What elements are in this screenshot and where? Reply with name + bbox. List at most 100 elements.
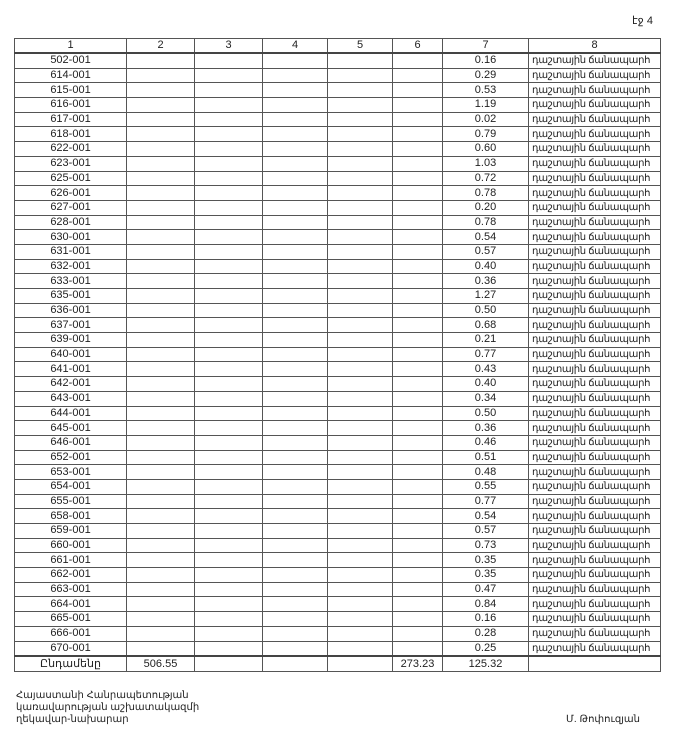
cell-area: 0.48	[442, 464, 529, 480]
cell-code: 655-001	[14, 493, 127, 510]
empty-cell	[126, 552, 195, 569]
empty-cell	[392, 82, 443, 99]
empty-cell	[327, 625, 393, 642]
table-row: 652-001 0.51 դաշտային ճանապարհ	[14, 449, 661, 466]
empty-cell	[262, 111, 328, 128]
cell-purpose: դաշտային ճանապարհ	[528, 199, 661, 216]
cell-area: 0.50	[442, 405, 529, 422]
empty-cell	[194, 317, 263, 334]
empty-cell	[126, 332, 195, 348]
empty-cell	[262, 434, 328, 451]
land-table: 1 2 3 4 5 6 7 8 502-001 0.16 դաշտային ճանա…	[14, 38, 661, 672]
empty-cell	[327, 420, 393, 436]
page-number: էջ 4	[632, 15, 653, 27]
cell-code: 670-001	[14, 640, 127, 657]
col-header: 4	[262, 38, 328, 54]
table-row: 626-001 0.78 դաշտային ճանապարհ	[14, 185, 661, 201]
cell-purpose: դաշտային ճանապարհ	[528, 317, 661, 334]
empty-cell	[126, 625, 195, 642]
cell-purpose: դաշտային ճանապարհ	[528, 523, 661, 539]
col-header: 5	[327, 38, 393, 54]
empty-cell	[392, 170, 443, 187]
cell-purpose: դաշտային ճանապարհ	[528, 302, 661, 319]
table-row: 639-001 0.21 դաշտային ճանապարհ	[14, 332, 661, 348]
cell-purpose: դաշտային ճանապարհ	[528, 214, 661, 231]
empty-cell	[392, 611, 443, 627]
empty-cell	[262, 464, 328, 480]
empty-cell	[194, 141, 263, 157]
cell-area: 0.72	[442, 170, 529, 187]
empty-cell	[126, 302, 195, 319]
cell-purpose: դաշտային ճանապարհ	[528, 170, 661, 187]
empty-cell	[392, 596, 443, 613]
table-row: 670-001 0.25 դաշտային ճանապարհ	[14, 640, 661, 657]
table-row: 654-001 0.55 դաշտային ճանապարհ	[14, 478, 661, 495]
cell-code: 636-001	[14, 302, 127, 319]
empty-cell	[126, 141, 195, 157]
empty-cell	[327, 493, 393, 510]
empty-cell	[194, 214, 263, 231]
cell-code: 617-001	[14, 111, 127, 128]
cell-purpose: դաշտային ճանապարհ	[528, 434, 661, 451]
empty-cell	[327, 288, 393, 304]
col-header: 2	[126, 38, 195, 54]
empty-cell	[392, 141, 443, 157]
cell-area: 0.51	[442, 449, 529, 466]
cell-code: 639-001	[14, 332, 127, 348]
empty-cell	[327, 141, 393, 157]
cell-area: 0.43	[442, 361, 529, 378]
cell-code: 627-001	[14, 199, 127, 216]
empty-cell	[194, 67, 263, 84]
empty-cell	[327, 67, 393, 84]
empty-cell	[327, 185, 393, 201]
cell-area: 0.02	[442, 111, 529, 128]
empty-cell	[126, 126, 195, 143]
empty-cell	[126, 258, 195, 275]
cell-code: 642-001	[14, 376, 127, 392]
empty-cell	[392, 288, 443, 304]
empty-cell	[262, 493, 328, 510]
cell-code: 659-001	[14, 523, 127, 539]
empty-cell	[194, 170, 263, 187]
empty-cell	[262, 97, 328, 113]
empty-cell	[327, 567, 393, 583]
empty-cell	[194, 405, 263, 422]
cell-code: 622-001	[14, 141, 127, 157]
cell-area: 1.27	[442, 288, 529, 304]
empty-cell	[194, 126, 263, 143]
empty-cell	[392, 229, 443, 245]
empty-cell	[392, 625, 443, 642]
empty-cell	[392, 567, 443, 583]
cell-purpose: դաշտային ճանապարհ	[528, 640, 661, 657]
empty-cell	[262, 376, 328, 392]
empty-cell	[126, 97, 195, 113]
cell-code: 664-001	[14, 596, 127, 613]
empty-cell	[392, 97, 443, 113]
cell-area: 0.57	[442, 243, 529, 260]
empty-cell	[194, 434, 263, 451]
empty-cell	[327, 111, 393, 128]
empty-cell	[327, 611, 393, 627]
empty-cell	[392, 155, 443, 172]
empty-cell	[327, 214, 393, 231]
cell-area: 0.79	[442, 126, 529, 143]
cell-area: 0.57	[442, 523, 529, 539]
table-row: 622-001 0.60 դաշտային ճանապարհ	[14, 141, 661, 157]
empty-cell	[392, 302, 443, 319]
empty-cell	[392, 493, 443, 510]
empty-cell	[262, 67, 328, 84]
cell-purpose: դաշտային ճանապարհ	[528, 390, 661, 407]
table-row: 616-001 1.19 դաշտային ճանապարհ	[14, 97, 661, 113]
empty-cell	[327, 82, 393, 99]
empty-cell	[194, 243, 263, 260]
empty-cell	[194, 449, 263, 466]
empty-cell	[194, 493, 263, 510]
empty-cell	[126, 596, 195, 613]
cell-code: 633-001	[14, 273, 127, 289]
cell-code: 615-001	[14, 82, 127, 99]
cell-code: 630-001	[14, 229, 127, 245]
cell-area: 0.40	[442, 376, 529, 392]
total-col6: 273.23	[392, 655, 443, 672]
table-row: 640-001 0.77 դաշտային ճանապարհ	[14, 346, 661, 363]
empty-cell	[194, 596, 263, 613]
